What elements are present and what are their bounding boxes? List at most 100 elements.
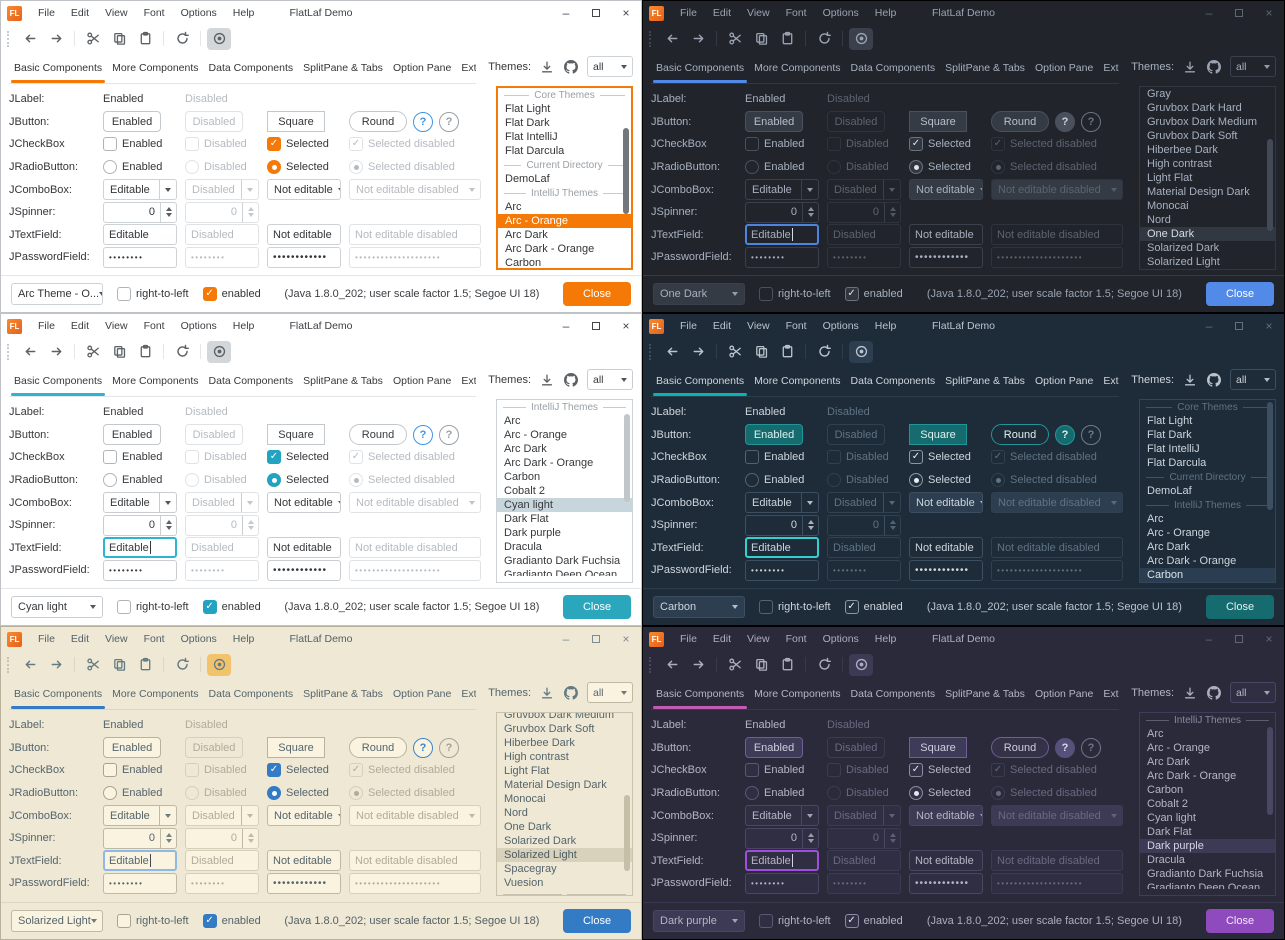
help-button[interactable]: ? xyxy=(1055,424,1075,445)
spinner-arrows-icon[interactable] xyxy=(802,828,818,848)
theme-item-flat-intellij[interactable]: Flat IntelliJ xyxy=(1147,443,1200,455)
theme-item-high-contrast[interactable]: High contrast xyxy=(1147,158,1212,170)
back-button[interactable] xyxy=(660,28,684,50)
theme-item-flat-darcula[interactable]: Flat Darcula xyxy=(505,145,565,157)
github-icon[interactable] xyxy=(1206,372,1222,388)
tab-extras[interactable]: Extras xyxy=(461,62,477,74)
forward-button[interactable] xyxy=(686,28,710,50)
look-and-feel-combo[interactable]: One Dark xyxy=(653,283,745,305)
minimize-button[interactable]: – xyxy=(562,319,570,333)
tab-extras[interactable]: Extras xyxy=(1103,62,1119,74)
theme-item-flat-dark[interactable]: Flat Dark xyxy=(1147,429,1192,441)
copy-button[interactable] xyxy=(107,28,131,50)
show-hidden-toggle-button[interactable] xyxy=(849,653,873,676)
show-hidden-toggle-button[interactable] xyxy=(207,27,231,50)
theme-item-nord[interactable]: Nord xyxy=(504,807,528,819)
download-icon[interactable] xyxy=(1182,685,1198,701)
forward-button[interactable] xyxy=(44,28,68,50)
minimize-button[interactable]: – xyxy=(1205,319,1213,333)
maximize-button[interactable] xyxy=(581,627,611,651)
menu-view[interactable]: View xyxy=(747,633,770,645)
theme-item-solarized-light[interactable]: Solarized Light xyxy=(1147,256,1220,268)
theme-item-flat-darcula[interactable]: Flat Darcula xyxy=(1147,457,1207,469)
menu-edit[interactable]: Edit xyxy=(712,320,732,332)
theme-item-flat-dark[interactable]: Flat Dark xyxy=(505,117,550,129)
square-button[interactable]: Square xyxy=(267,424,325,446)
right-to-left-checkbox[interactable]: right-to-left xyxy=(117,287,189,301)
tab-data-components[interactable]: Data Components xyxy=(850,375,936,387)
enabled-checkbox[interactable]: ✓ enabled xyxy=(844,914,903,928)
menu-help[interactable]: Help xyxy=(874,633,897,645)
close-button[interactable]: Close xyxy=(1206,282,1274,306)
theme-item-flat-light[interactable]: Flat Light xyxy=(505,103,551,115)
radio-enabled[interactable]: Enabled xyxy=(103,473,185,488)
radio-enabled[interactable]: Enabled xyxy=(745,473,827,488)
minimize-button[interactable]: – xyxy=(1205,632,1213,646)
minimize-button[interactable]: – xyxy=(562,6,570,20)
enabled-button[interactable]: Enabled xyxy=(745,424,803,446)
show-hidden-toggle-button[interactable] xyxy=(207,340,231,363)
forward-button[interactable] xyxy=(686,654,710,676)
github-icon[interactable] xyxy=(563,685,579,701)
menu-edit[interactable]: Edit xyxy=(70,7,90,19)
back-button[interactable] xyxy=(660,654,684,676)
download-icon[interactable] xyxy=(539,372,555,388)
combobox-editable[interactable]: Editable xyxy=(103,492,177,514)
theme-item-arc-orange[interactable]: Arc - Orange xyxy=(1147,527,1210,539)
menu-options[interactable]: Options xyxy=(180,633,217,645)
tab-basic-components[interactable]: Basic Components xyxy=(9,62,107,83)
checkbox-enabled[interactable]: Enabled xyxy=(103,137,185,152)
menu-font[interactable]: Font xyxy=(785,7,807,19)
square-button[interactable]: Square xyxy=(909,424,967,446)
round-button[interactable]: Round xyxy=(349,111,407,133)
theme-item-demolaf[interactable]: DemoLaf xyxy=(505,173,550,185)
close-window-button[interactable]: × xyxy=(1265,632,1273,646)
tab-splitpane-tabs[interactable]: SplitPane & Tabs xyxy=(945,62,1025,74)
download-icon[interactable] xyxy=(1182,372,1198,388)
github-icon[interactable] xyxy=(1206,685,1222,701)
theme-filter-combo[interactable]: all xyxy=(587,56,633,77)
theme-item-one-dark[interactable]: One Dark xyxy=(504,821,552,833)
enabled-checkbox[interactable]: ✓ enabled xyxy=(202,914,261,928)
combobox-editable[interactable]: Editable xyxy=(745,179,819,201)
theme-item-hiberbee-dark[interactable]: Hiberbee Dark xyxy=(504,737,575,749)
theme-item-spacegray[interactable]: Spacegray xyxy=(504,863,557,875)
copy-button[interactable] xyxy=(107,654,131,676)
theme-item-gradianto-dark-fuchsia[interactable]: Gradianto Dark Fuchsia xyxy=(504,555,621,567)
right-to-left-checkbox[interactable]: right-to-left xyxy=(759,287,831,301)
download-icon[interactable] xyxy=(539,59,555,75)
theme-filter-combo[interactable]: all xyxy=(1230,369,1276,390)
jtextfield-editable-field[interactable]: Editable xyxy=(745,850,819,872)
menu-font[interactable]: Font xyxy=(143,7,165,19)
theme-item-vuesion[interactable]: Vuesion xyxy=(504,877,544,889)
password-field-not-editable[interactable]: •••••••••••• xyxy=(267,246,341,268)
theme-item-arc-dark-orange[interactable]: Arc Dark - Orange xyxy=(1147,555,1237,567)
jtextfield-not-editable-field[interactable]: Not editable xyxy=(909,537,983,559)
theme-item-arc-dark-orange[interactable]: Arc Dark - Orange xyxy=(1147,770,1237,782)
theme-item-arc[interactable]: Arc xyxy=(505,201,522,213)
tab-more-components[interactable]: More Components xyxy=(754,62,841,74)
themes-list[interactable]: IntelliJ Themes Arc Arc - Orange Arc Dark Ar… xyxy=(496,399,633,583)
themes-list[interactable]: Core Themes Flat Light Flat Dark Flat Intel… xyxy=(1139,399,1276,583)
tab-basic-components[interactable]: Basic Components xyxy=(9,688,107,709)
spinner[interactable]: 0 xyxy=(745,827,819,849)
themes-list-scrollbar[interactable] xyxy=(1267,139,1273,231)
close-window-button[interactable]: × xyxy=(622,6,630,20)
theme-filter-combo[interactable]: all xyxy=(1230,56,1276,77)
menu-font[interactable]: Font xyxy=(785,633,807,645)
theme-item-monocai[interactable]: Monocai xyxy=(1147,200,1189,212)
jtextfield-not-editable-field[interactable]: Not editable xyxy=(267,224,341,246)
theme-item-dracula[interactable]: Dracula xyxy=(1147,854,1185,866)
jtextfield-editable-field[interactable]: Editable xyxy=(103,224,177,246)
password-field-not-editable[interactable]: •••••••••••• xyxy=(909,872,983,894)
refresh-button[interactable] xyxy=(170,341,194,363)
theme-item-arc-orange[interactable]: Arc - Orange xyxy=(498,214,631,228)
theme-item-carbon[interactable]: Carbon xyxy=(505,257,542,269)
look-and-feel-combo[interactable]: Arc Theme - O... xyxy=(11,283,103,305)
tab-data-components[interactable]: Data Components xyxy=(208,62,294,74)
right-to-left-checkbox[interactable]: right-to-left xyxy=(759,914,831,928)
theme-item-gradianto-dark-fuchsia[interactable]: Gradianto Dark Fuchsia xyxy=(1147,868,1264,880)
tab-option-pane[interactable]: Option Pane xyxy=(1034,688,1094,700)
password-field[interactable]: •••••••• xyxy=(103,246,177,268)
cut-button[interactable] xyxy=(723,341,747,363)
